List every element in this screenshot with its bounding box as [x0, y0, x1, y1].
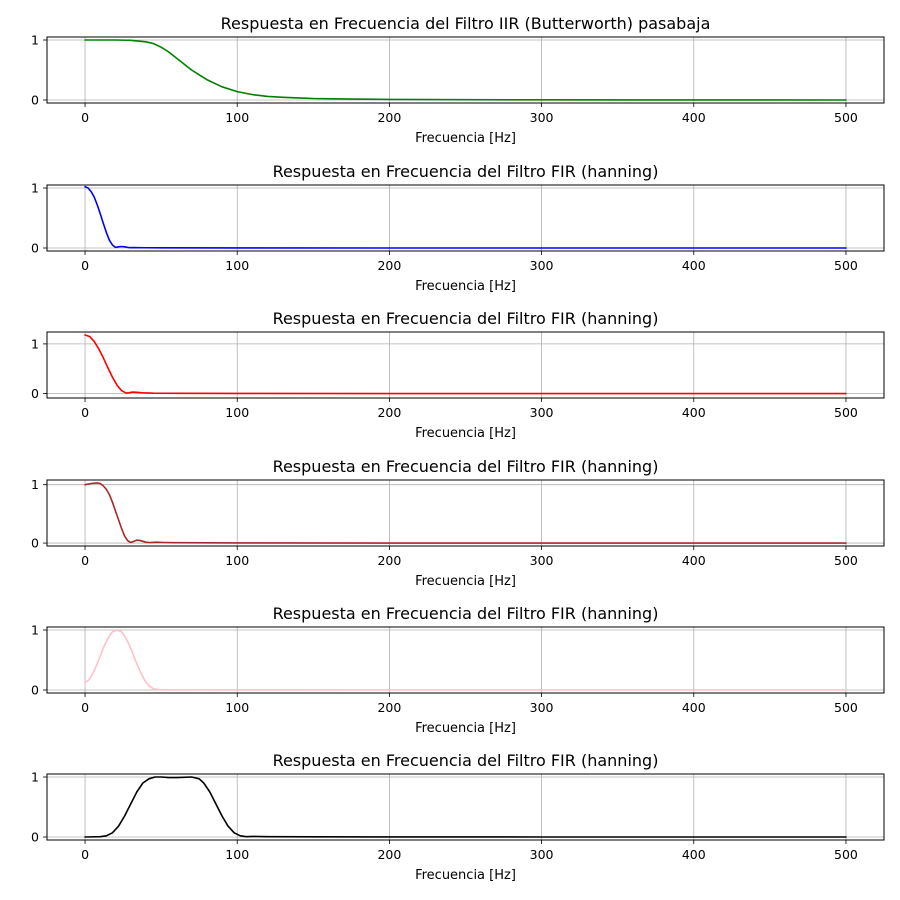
y-tick-label: 0: [31, 536, 39, 551]
y-tick-label: 1: [31, 336, 39, 351]
series-line: [84, 39, 847, 101]
axes-frame: [46, 36, 885, 104]
series-line: [84, 776, 847, 838]
y-tick-label: 1: [31, 33, 39, 48]
y-tick-label: 0: [31, 386, 39, 401]
y-tick-label: 0: [31, 93, 39, 108]
subplot-3: Respuesta en Frecuencia del Filtro FIR (…: [31, 309, 885, 441]
series-line: [84, 629, 847, 691]
x-tick-label: 400: [682, 258, 706, 273]
x-tick-label: 200: [377, 405, 401, 420]
x-tick-label: 400: [682, 110, 706, 125]
x-tick-label: 0: [81, 553, 89, 568]
x-tick-label: 400: [682, 847, 706, 862]
axes-frame: [46, 773, 885, 841]
x-tick-label: 500: [834, 700, 858, 715]
x-tick-label: 0: [81, 700, 89, 715]
x-tick-label: 100: [225, 700, 249, 715]
series-line: [84, 482, 847, 544]
y-tick-label: 1: [31, 181, 39, 196]
x-tick-label: 100: [225, 258, 249, 273]
y-tick-label: 1: [31, 623, 39, 638]
y-tick-label: 0: [31, 830, 39, 845]
chart-title: Respuesta en Frecuencia del Filtro FIR (…: [273, 751, 659, 770]
x-tick-label: 300: [530, 405, 554, 420]
series-line: [84, 334, 847, 395]
x-axis-label: Frecuencia [Hz]: [415, 868, 516, 883]
series-line: [84, 186, 847, 249]
subplot-1: Respuesta en Frecuencia del Filtro IIR (…: [31, 14, 885, 146]
x-tick-label: 0: [81, 405, 89, 420]
x-tick-label: 300: [530, 110, 554, 125]
x-axis-label: Frecuencia [Hz]: [415, 574, 516, 589]
chart-title: Respuesta en Frecuencia del Filtro FIR (…: [273, 457, 659, 476]
y-tick-label: 1: [31, 477, 39, 492]
chart-title: Respuesta en Frecuencia del Filtro FIR (…: [273, 162, 659, 181]
chart-title: Respuesta en Frecuencia del Filtro IIR (…: [221, 14, 711, 33]
axes-frame: [46, 626, 885, 694]
x-tick-label: 100: [225, 553, 249, 568]
y-tick-label: 1: [31, 770, 39, 785]
x-tick-label: 200: [377, 700, 401, 715]
x-tick-label: 400: [682, 700, 706, 715]
subplot-4: Respuesta en Frecuencia del Filtro FIR (…: [31, 457, 885, 589]
x-tick-label: 300: [530, 700, 554, 715]
y-tick-label: 0: [31, 241, 39, 256]
x-tick-label: 400: [682, 405, 706, 420]
subplot-5: Respuesta en Frecuencia del Filtro FIR (…: [31, 604, 885, 736]
x-tick-label: 500: [834, 110, 858, 125]
x-tick-label: 0: [81, 847, 89, 862]
x-tick-label: 200: [377, 847, 401, 862]
chart-title: Respuesta en Frecuencia del Filtro FIR (…: [273, 604, 659, 623]
x-tick-label: 200: [377, 553, 401, 568]
x-axis-label: Frecuencia [Hz]: [415, 426, 516, 441]
x-axis-label: Frecuencia [Hz]: [415, 279, 516, 294]
x-tick-label: 100: [225, 110, 249, 125]
x-tick-label: 500: [834, 553, 858, 568]
x-tick-label: 300: [530, 553, 554, 568]
x-axis-label: Frecuencia [Hz]: [415, 721, 516, 736]
x-tick-label: 300: [530, 847, 554, 862]
subplot-2: Respuesta en Frecuencia del Filtro FIR (…: [31, 162, 885, 294]
x-tick-label: 500: [834, 847, 858, 862]
x-tick-label: 0: [81, 258, 89, 273]
axes-frame: [46, 479, 885, 547]
x-tick-label: 200: [377, 110, 401, 125]
x-tick-label: 500: [834, 405, 858, 420]
x-tick-label: 0: [81, 110, 89, 125]
x-axis-label: Frecuencia [Hz]: [415, 131, 516, 146]
x-tick-label: 100: [225, 405, 249, 420]
axes-frame: [46, 331, 885, 399]
x-tick-label: 500: [834, 258, 858, 273]
subplot-6: Respuesta en Frecuencia del Filtro FIR (…: [31, 751, 885, 883]
axes-frame: [46, 184, 885, 252]
x-tick-label: 300: [530, 258, 554, 273]
x-tick-label: 400: [682, 553, 706, 568]
x-tick-label: 100: [225, 847, 249, 862]
y-tick-label: 0: [31, 683, 39, 698]
chart-title: Respuesta en Frecuencia del Filtro FIR (…: [273, 309, 659, 328]
x-tick-label: 200: [377, 258, 401, 273]
